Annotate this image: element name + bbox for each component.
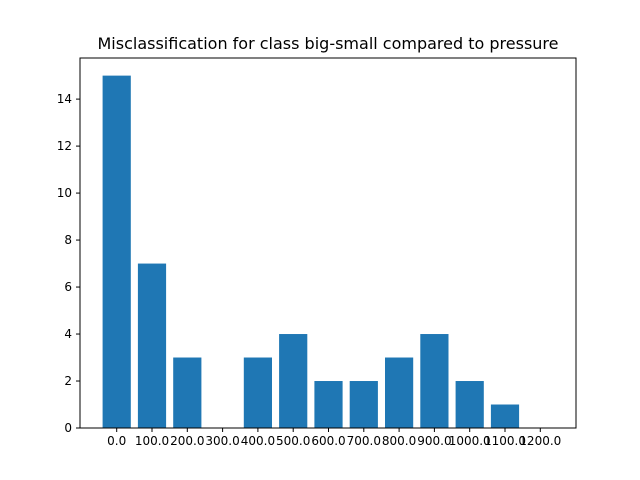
x-axis: 0.0 100.0 200.0 300.0 400.0 500.0 600.0 700.0 80… bbox=[107, 428, 561, 448]
y-tick-label: 0 bbox=[64, 421, 72, 435]
bar-900.0 bbox=[420, 334, 449, 428]
bar-200.0 bbox=[173, 357, 202, 428]
y-tick-label: 12 bbox=[57, 139, 72, 153]
y-tick-label: 2 bbox=[64, 374, 72, 388]
x-tick-label: 700.0 bbox=[347, 434, 381, 448]
x-tick-label: 200.0 bbox=[170, 434, 204, 448]
bars-group bbox=[102, 75, 520, 429]
x-tick-label: 300.0 bbox=[205, 434, 239, 448]
x-tick-label: 800.0 bbox=[382, 434, 416, 448]
x-tick-label: 1100.0 bbox=[484, 434, 526, 448]
bar-700.0 bbox=[349, 381, 378, 428]
bar-500.0 bbox=[279, 334, 308, 428]
bar-400.0 bbox=[243, 357, 272, 428]
x-tick-label: 400.0 bbox=[241, 434, 275, 448]
x-tick-label: 500.0 bbox=[276, 434, 310, 448]
plot-frame bbox=[79, 57, 577, 429]
y-tick-label: 14 bbox=[57, 92, 72, 106]
y-axis: 0 2 4 6 8 10 12 14 bbox=[57, 92, 80, 435]
bar-100.0 bbox=[137, 263, 167, 428]
bar-1100.0 bbox=[490, 404, 520, 428]
x-tick-label: 1200.0 bbox=[519, 434, 561, 448]
bar-1000.0 bbox=[455, 381, 484, 428]
bar-800.0 bbox=[385, 357, 414, 428]
x-tick-label: 0.0 bbox=[107, 434, 126, 448]
x-tick-label: 900.0 bbox=[417, 434, 451, 448]
y-tick-label: 8 bbox=[64, 233, 72, 247]
x-tick-label: 600.0 bbox=[311, 434, 345, 448]
chart-title: Misclassification for class big-small co… bbox=[98, 34, 559, 53]
x-tick-label: 100.0 bbox=[135, 434, 169, 448]
y-tick-label: 4 bbox=[64, 327, 72, 341]
bar-600.0 bbox=[314, 381, 343, 428]
y-tick-label: 6 bbox=[64, 280, 72, 294]
y-tick-label: 10 bbox=[57, 186, 72, 200]
x-tick-label: 1000.0 bbox=[449, 434, 491, 448]
bar-0.0 bbox=[102, 75, 131, 429]
